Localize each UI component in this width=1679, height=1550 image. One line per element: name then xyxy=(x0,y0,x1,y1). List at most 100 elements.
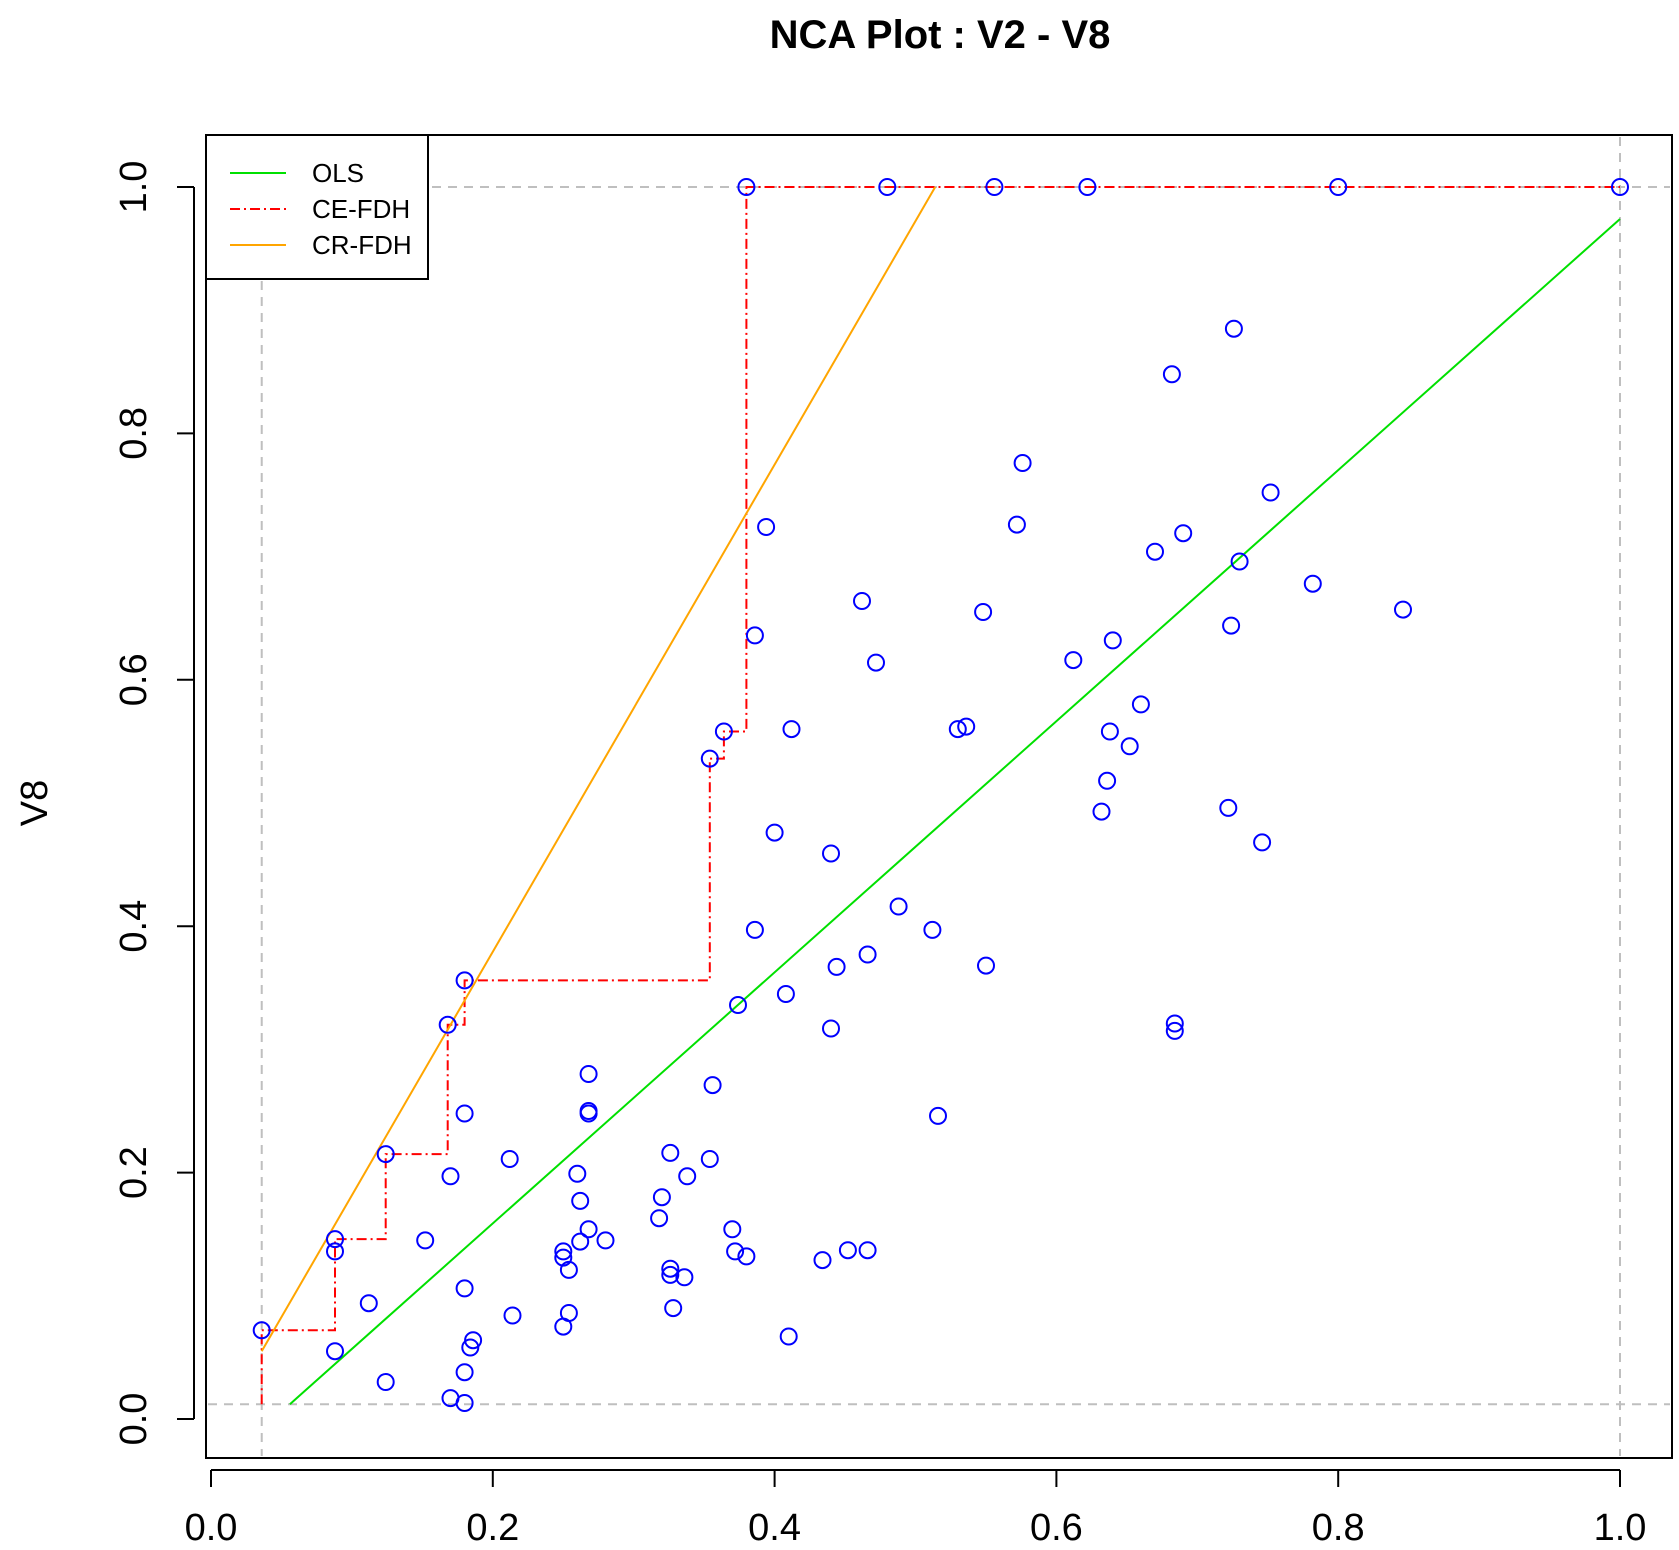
data-point-23 xyxy=(559,1260,578,1279)
y-tick-label-2: 0.4 xyxy=(113,900,155,953)
data-point-95 xyxy=(1261,483,1280,502)
data-point-32 xyxy=(596,1231,615,1250)
data-point-80 xyxy=(1098,771,1117,790)
data-point-33 xyxy=(650,1209,669,1228)
data-point-6 xyxy=(376,1373,395,1391)
y-tick-label-4: 0.8 xyxy=(113,407,155,460)
data-point-93 xyxy=(1230,552,1249,571)
line-ols xyxy=(289,218,1621,1405)
data-point-82 xyxy=(1103,631,1122,650)
data-point-64 xyxy=(858,1241,877,1260)
data-point-99 xyxy=(1611,178,1629,196)
y-tick-label-1: 0.2 xyxy=(113,1146,155,1199)
data-point-76 xyxy=(1013,454,1032,472)
x-tick-label-0: 0.0 xyxy=(185,1507,238,1549)
data-point-83 xyxy=(1120,737,1139,756)
data-point-40 xyxy=(678,1167,697,1186)
data-point-18 xyxy=(500,1150,519,1168)
data-point-71 xyxy=(957,717,976,736)
data-point-59 xyxy=(822,1019,840,1038)
data-point-94 xyxy=(1253,833,1272,852)
data-point-9 xyxy=(441,1167,460,1186)
y-axis: 0.0 0.2 0.4 0.6 0.8 1.0 xyxy=(113,161,195,1446)
data-point-20 xyxy=(554,1242,573,1261)
data-point-72 xyxy=(974,603,993,621)
data-point-12 xyxy=(455,1104,474,1123)
data-point-48 xyxy=(737,178,756,196)
data-point-96 xyxy=(1303,574,1322,593)
data-point-57 xyxy=(813,1251,832,1270)
data-point-74 xyxy=(985,178,1004,196)
x-tick-label-2: 0.4 xyxy=(748,1507,801,1549)
legend-box xyxy=(205,134,429,280)
data-point-26 xyxy=(571,1191,590,1210)
data-point-17 xyxy=(464,1331,483,1350)
data-point-92 xyxy=(1224,319,1243,338)
data-point-53 xyxy=(765,823,784,842)
legend-label-ols: OLS xyxy=(312,158,364,188)
data-point-45 xyxy=(723,1220,742,1239)
y-tick-label-0: 0.0 xyxy=(113,1393,155,1446)
x-tick-label-1: 0.2 xyxy=(466,1507,519,1549)
x-tick-label-5: 1.0 xyxy=(1594,1507,1647,1549)
data-point-42 xyxy=(700,1150,719,1168)
legend-label-cr-fdh: CR-FDH xyxy=(312,230,412,260)
data-point-55 xyxy=(779,1327,798,1346)
legend-label-ce-fdh: CE-FDH xyxy=(312,194,410,224)
data-point-98 xyxy=(1394,600,1412,619)
data-point-90 xyxy=(1219,798,1238,817)
x-tick-label-3: 0.6 xyxy=(1030,1507,1083,1549)
data-point-19 xyxy=(503,1306,522,1325)
data-point-58 xyxy=(822,844,840,863)
data-point-24 xyxy=(559,1304,578,1322)
data-point-31 xyxy=(579,1220,598,1239)
data-point-67 xyxy=(889,897,908,916)
data-point-91 xyxy=(1222,616,1241,635)
data-point-86 xyxy=(1162,365,1181,384)
data-point-30 xyxy=(579,1104,598,1123)
data-point-69 xyxy=(929,1106,947,1125)
data-point-1 xyxy=(326,1230,344,1249)
ceiling-lines xyxy=(260,186,1621,1405)
data-point-79 xyxy=(1092,802,1111,821)
data-point-14 xyxy=(455,1363,474,1382)
data-point-89 xyxy=(1174,524,1193,543)
y-tick-label-5: 1.0 xyxy=(113,161,155,214)
data-point-38 xyxy=(664,1299,683,1318)
data-point-62 xyxy=(853,592,871,610)
data-point-5 xyxy=(376,1145,395,1164)
data-point-73 xyxy=(977,956,995,975)
data-point-15 xyxy=(455,1394,474,1412)
plot-frame xyxy=(205,134,1673,1459)
data-point-25 xyxy=(568,1164,587,1183)
data-point-65 xyxy=(867,653,885,672)
data-point-49 xyxy=(737,1247,756,1266)
data-point-8 xyxy=(438,1015,457,1034)
data-point-50 xyxy=(745,626,764,645)
data-point-36 xyxy=(661,1259,680,1278)
data-point-13 xyxy=(455,1279,474,1298)
data-point-77 xyxy=(1064,651,1083,670)
line-ce-fdh xyxy=(260,186,1620,1405)
data-point-68 xyxy=(923,920,942,939)
data-point-56 xyxy=(782,720,801,739)
x-tick-label-4: 0.8 xyxy=(1312,1507,1365,1549)
y-tick-label-3: 0.6 xyxy=(113,653,155,706)
data-point-37 xyxy=(661,1265,680,1284)
data-point-41 xyxy=(700,749,719,768)
data-point-81 xyxy=(1100,722,1119,741)
data-point-2 xyxy=(326,1242,344,1261)
data-point-78 xyxy=(1078,178,1097,196)
data-point-28 xyxy=(579,1065,598,1083)
data-point-47 xyxy=(729,996,747,1014)
data-point-85 xyxy=(1146,542,1164,561)
data-point-39 xyxy=(675,1268,694,1287)
data-point-43 xyxy=(703,1076,722,1095)
data-point-54 xyxy=(776,985,795,1003)
data-point-46 xyxy=(726,1242,745,1261)
chart-title: NCA Plot : V2 - V8 xyxy=(770,13,1111,57)
data-point-3 xyxy=(326,1342,344,1361)
data-point-60 xyxy=(827,957,846,976)
data-point-51 xyxy=(745,920,764,939)
